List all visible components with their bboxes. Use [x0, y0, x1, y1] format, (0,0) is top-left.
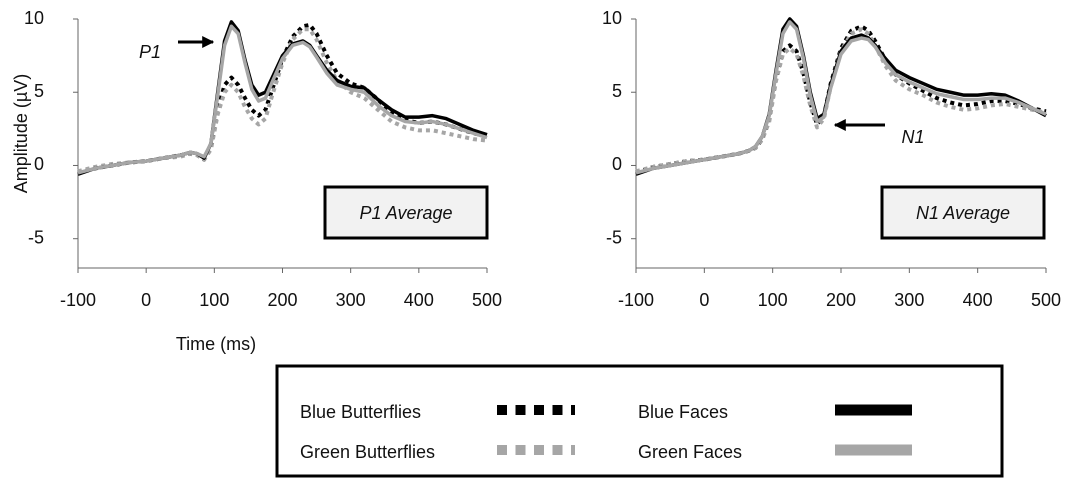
x-tick-label: 400 [404, 290, 434, 310]
x-tick-label: 100 [199, 290, 229, 310]
x-tick-label: -100 [60, 290, 96, 310]
y-tick-label: 5 [34, 81, 44, 101]
series-line [77, 24, 488, 175]
x-tick-label: 200 [826, 290, 856, 310]
y-tick-label: -5 [28, 227, 44, 247]
peak-label: N1 [901, 127, 924, 147]
annotation-text: P1 Average [359, 203, 452, 223]
x-tick-label: 400 [963, 290, 993, 310]
series-line [635, 20, 1047, 175]
x-axis-label: Time (ms) [176, 334, 256, 354]
annotation-text: N1 Average [916, 203, 1010, 223]
x-tick-label: 0 [141, 290, 151, 310]
x-tick-label: 100 [758, 290, 788, 310]
series-line [635, 17, 1047, 176]
legend-label: Green Butterflies [300, 442, 435, 462]
annotation-box [880, 185, 1046, 240]
legend-label: Blue Butterflies [300, 402, 421, 422]
y-tick-label: -5 [606, 227, 622, 247]
x-tick-label: 200 [267, 290, 297, 310]
y-axis-label: Amplitude (µV) [11, 74, 31, 193]
y-tick-label: 0 [612, 154, 622, 174]
x-tick-label: 300 [894, 290, 924, 310]
y-tick-label: 0 [34, 154, 44, 174]
x-tick-label: 0 [699, 290, 709, 310]
peak-label: P1 [139, 42, 161, 62]
x-tick-label: 500 [1031, 290, 1061, 310]
x-tick-label: -100 [618, 290, 654, 310]
y-tick-label: 5 [612, 81, 622, 101]
x-tick-label: 500 [472, 290, 502, 310]
annotation-box [323, 185, 489, 240]
legend-label: Blue Faces [638, 402, 728, 422]
legend-label: Green Faces [638, 442, 742, 462]
y-tick-label: 10 [602, 8, 622, 28]
y-tick-label: 10 [24, 8, 44, 28]
legend-box [275, 364, 1004, 478]
x-tick-label: 300 [336, 290, 366, 310]
